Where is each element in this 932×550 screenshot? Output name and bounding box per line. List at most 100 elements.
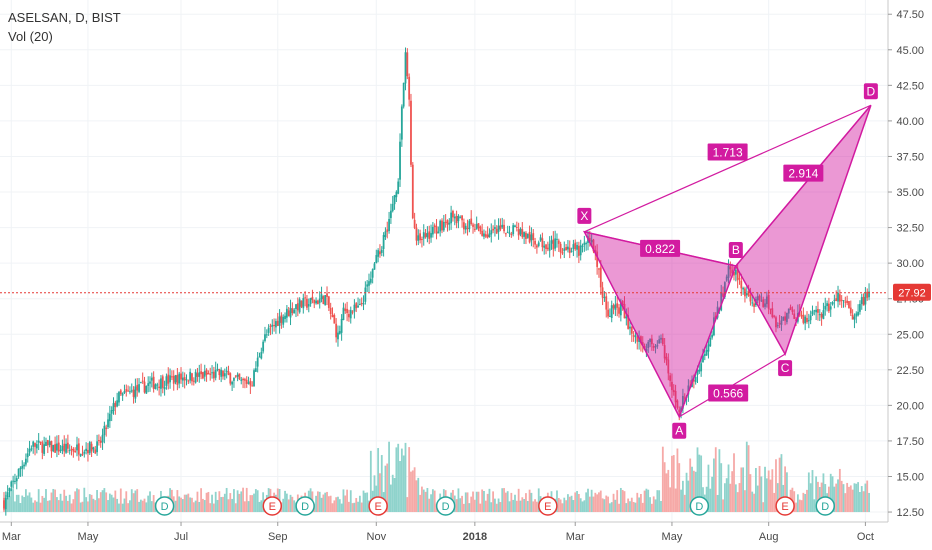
volume-bar [813, 499, 816, 513]
candle-body [461, 215, 463, 221]
candle-body [48, 441, 51, 446]
candle-body [154, 384, 157, 389]
volume-bar [238, 493, 241, 513]
candle-body [731, 269, 734, 274]
earnings-marker[interactable]: E [538, 496, 558, 516]
candle-body [612, 305, 615, 309]
candle-body [410, 100, 412, 165]
candle-body [656, 344, 659, 347]
volume-bar [588, 496, 591, 513]
volume-bar [806, 489, 808, 513]
volume-bar [599, 490, 602, 513]
volume-bar [475, 491, 478, 513]
volume-bar [722, 499, 724, 513]
pattern-point-c: C [778, 360, 793, 377]
earnings-marker[interactable]: E [368, 496, 388, 516]
candle-body [579, 245, 582, 256]
candle-body [592, 239, 595, 252]
volume-bar [287, 499, 290, 513]
volume-bar [14, 501, 16, 513]
dividend-marker[interactable]: D [154, 496, 175, 516]
candle-body [379, 251, 381, 255]
candle-body [242, 378, 244, 381]
price-tick-label: 17.50 [896, 436, 924, 448]
candle-body [202, 372, 204, 379]
dividend-marker[interactable]: D [815, 496, 835, 516]
candle-body [43, 444, 46, 454]
candle-body [289, 307, 292, 318]
dividend-marker[interactable]: D [435, 496, 456, 516]
volume-bar [247, 501, 250, 513]
volume-bar [468, 503, 471, 513]
candle-body [353, 304, 356, 312]
volume-bar [729, 483, 732, 513]
time-axis[interactable]: Mar May Jul Sep Nov 2018 Mar May Aug Oct [2, 522, 874, 543]
volume-indicator-label[interactable]: Vol (20) [8, 29, 53, 44]
candle-body [649, 338, 651, 342]
volume-bar [815, 476, 818, 513]
candle-body [565, 247, 567, 250]
volume-bar [740, 467, 743, 513]
candle-body [351, 311, 354, 313]
earnings-marker[interactable]: E [262, 496, 283, 516]
volume-bar [590, 489, 593, 513]
candle-body [187, 380, 190, 382]
candle-body [634, 335, 637, 338]
dividend-marker[interactable]: D [295, 496, 315, 516]
volume-bar [709, 488, 712, 513]
volume-bar [641, 502, 644, 513]
candle-body [68, 449, 71, 451]
price-axis[interactable]: 47.50 45.00 42.50 40.00 37.50 35.00 32.50 30.00… [888, 9, 924, 519]
candle-body [362, 303, 365, 305]
candle-body [61, 445, 64, 451]
volume-bar [738, 483, 741, 513]
earnings-marker[interactable]: E [775, 496, 795, 516]
candle-body [671, 381, 673, 391]
volume-bar [410, 471, 412, 513]
volume-bar [654, 499, 657, 513]
candle-body [738, 278, 741, 280]
volume-bar [421, 486, 423, 513]
volume-bar [355, 498, 358, 513]
event-marker-label: E [781, 501, 788, 513]
volume-bar [696, 447, 699, 513]
candle-body [129, 391, 131, 393]
candle-body [77, 443, 80, 455]
candle-body [459, 217, 462, 219]
volume-bar [132, 493, 135, 513]
candle-body [125, 389, 128, 392]
volume-bar [778, 457, 781, 513]
candle-body [515, 226, 518, 228]
candle-body [532, 233, 535, 240]
volume-bar [851, 489, 854, 513]
volume-bar [765, 478, 768, 513]
volume-bar [342, 489, 345, 513]
candle-body [79, 454, 82, 457]
candle-body [866, 291, 869, 298]
volume-bar [842, 484, 845, 513]
candle-body [147, 383, 150, 386]
volume-bar [129, 500, 131, 513]
harmonic-pattern[interactable]: 1.713 0.822 2.914 0.566 X A B C D [577, 83, 878, 439]
candles [3, 47, 870, 516]
volume-bar [612, 493, 615, 513]
dividend-marker[interactable]: D [689, 496, 710, 516]
candle-body [479, 226, 482, 232]
candle-body [205, 369, 208, 375]
volume-bar [196, 491, 199, 513]
volume-bar [687, 480, 690, 513]
candle-body [271, 324, 274, 327]
candle-body [804, 316, 807, 324]
candle-body [745, 293, 748, 296]
volume-bar [515, 500, 518, 513]
candle-body [296, 303, 299, 311]
candle-body [694, 376, 697, 383]
candle-body [787, 308, 790, 314]
volume-bar [240, 491, 243, 513]
candle-body [426, 232, 429, 238]
candle-body [707, 344, 710, 352]
candle-body [583, 242, 586, 246]
candle-body [419, 233, 421, 241]
